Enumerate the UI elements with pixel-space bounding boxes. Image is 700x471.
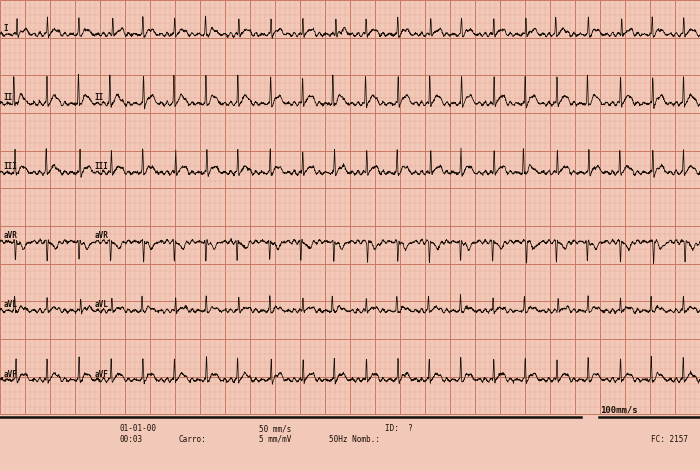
Text: 50 mm/s: 50 mm/s xyxy=(259,424,291,433)
Text: III: III xyxy=(94,162,108,171)
Text: aVF: aVF xyxy=(94,370,108,379)
Text: I: I xyxy=(4,24,8,33)
Text: aVF: aVF xyxy=(4,370,18,379)
Text: 50Hz Nomb.:: 50Hz Nomb.: xyxy=(329,435,380,444)
Text: 100mm/s: 100mm/s xyxy=(601,406,638,414)
Text: aVL: aVL xyxy=(94,300,108,309)
Text: aVR: aVR xyxy=(4,231,18,240)
Text: 00:03: 00:03 xyxy=(119,435,142,444)
Text: III: III xyxy=(4,162,18,171)
Text: FC: 2157: FC: 2157 xyxy=(651,435,688,444)
Text: 01-01-00: 01-01-00 xyxy=(119,424,156,433)
Text: II: II xyxy=(94,93,104,102)
Text: II: II xyxy=(4,93,13,102)
Text: Carro:: Carro: xyxy=(178,435,206,444)
Text: 5 mm/mV: 5 mm/mV xyxy=(259,435,291,444)
Text: aVL: aVL xyxy=(4,300,18,309)
Text: aVR: aVR xyxy=(94,231,108,240)
Text: ID:  ?: ID: ? xyxy=(385,424,413,433)
